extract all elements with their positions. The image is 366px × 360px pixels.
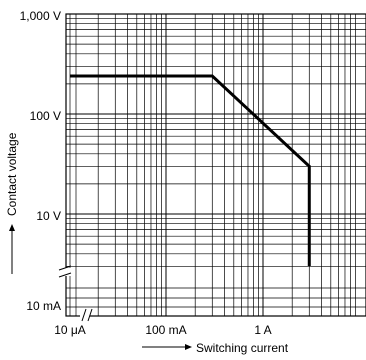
y-tick-label-10ma: 10 mA (26, 299, 61, 313)
x-tick-label-1a: 1 A (254, 323, 271, 337)
x-axis-break-slash (87, 308, 93, 322)
axis-breaks (58, 265, 93, 322)
y-tick-label-10v: 10 V (36, 209, 61, 223)
x-axis-break-gap (80, 308, 90, 322)
y-axis-title: Contact voltage (5, 132, 19, 216)
y-axis-break-slash (58, 265, 72, 271)
x-axis-arrow-head (185, 344, 192, 350)
series-line (70, 74, 311, 267)
y-tick-label-100v: 100 V (30, 109, 61, 123)
x-tick-label-10ua: 10 μA (54, 323, 86, 337)
y-tick-label-1000v: 1,000 V (20, 9, 61, 23)
x-axis-title: Switching current (196, 341, 289, 355)
x-axis-break-slash (81, 308, 87, 322)
series (70, 74, 311, 267)
y-axis-break-gap (58, 268, 72, 276)
y-axis-arrow-head (9, 224, 15, 231)
grid (66, 13, 366, 316)
x-tick-label-100ma: 100 mA (145, 323, 186, 337)
plot-frame (65, 13, 366, 317)
y-axis-break-slash (58, 272, 72, 278)
y-axis-title-group: Contact voltage (5, 132, 19, 274)
x-axis-title-group: Switching current (142, 341, 289, 355)
tick-labels: 1,000 V 100 V 10 V 10 mA 10 μA 100 mA 1 … (20, 9, 272, 337)
